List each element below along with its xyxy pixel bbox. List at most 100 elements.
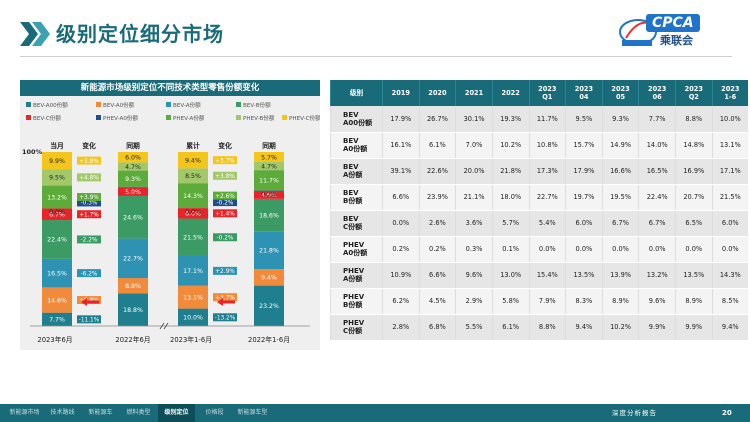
change-badge [213,171,237,180]
period-label: 2023年1-6月 [170,335,212,344]
change-badge [213,209,237,218]
table-cell: 19.5% [601,184,639,211]
table-header-cell: 2023 05 [601,80,639,106]
change-badge [77,315,101,324]
footer-tab[interactable]: 技术路线 [50,409,75,416]
table-cell: 6.1% [418,132,456,159]
legend-label: BEV-A份额 [173,101,201,109]
prior-bar-segment [118,170,148,187]
footer-tab[interactable]: 燃料类型 [126,409,151,416]
footer-tab[interactable]: 级别定位 [158,404,195,422]
prior-bar-value-label: 4.7% [125,164,141,171]
legend-label: BEV-A0份额 [103,101,135,109]
current-bar-segment [178,183,208,209]
table-cell: 6.1% [491,314,529,341]
change-value-label: +1.4% [215,212,235,218]
change-badge [77,173,101,182]
prior-bar-segment [118,278,148,294]
current-bar-segment [178,152,208,169]
legend-swatch [236,102,241,107]
table-cell: 11.7% [528,106,566,133]
footer-tab[interactable]: 价格段 [205,409,224,416]
prior-bar-value-label: 11.7% [259,178,279,185]
current-bar-value-label: 13.1% [183,294,203,301]
current-bar-segment [42,312,72,326]
table-cell: 21.8% [491,158,529,185]
change-badge [77,296,101,305]
legend-swatch [96,115,101,120]
table-cell: 8.5% [711,288,748,315]
change-value-label: +2.6% [215,194,235,200]
table-cell: 4.5% [418,288,456,315]
row-header-cell: PHEV C份额 [330,314,383,341]
legend-label: PHEV-B份额 [243,114,275,122]
table-header-cell: 2022 [491,80,529,106]
table-cell: 13.5% [565,262,603,289]
table-cell: 6.0% [565,210,603,237]
change-value-label: -2.2% [81,238,98,244]
current-bar-segment [42,220,72,259]
legend-label: PHEV-A份额 [173,114,205,122]
share-stacked-bar-chart: BEV-A00份额 BEV-A0份额 BEV-A份额 BEV-B份额 BEV-C份额 PH… [22,101,320,344]
footer-tab[interactable]: 新能源车型 [237,409,268,416]
table-cell: 22.7% [528,184,566,211]
table-cell: 2.9% [455,288,493,315]
change-value-label: +4.8% [79,176,99,182]
table-header-cell: 2023 04 [565,80,603,106]
current-bar-value-label: 0.0% [49,209,65,216]
row-header-cell: BEV C份额 [330,210,383,237]
current-bar-segment [178,168,208,184]
table-cell: 8.8% [675,106,713,133]
change-badge [77,210,101,219]
table-cell: 16.1% [382,132,420,159]
current-bar-value-label: 16.5% [47,270,67,277]
table-cell: 5.7% [491,210,529,237]
table-cell: 18.0% [491,184,529,211]
table-cell: 14.9% [601,132,639,159]
current-bar-segment [42,169,72,186]
legend-swatch [236,115,241,120]
prior-bar-value-label: 18.6% [259,212,279,219]
prior-bar-segment [118,162,148,171]
current-bar-value-label: 10.0% [183,315,203,322]
current-bar-value-label: 6.7% [49,212,65,219]
table-row: BEV A00份额 17.9% 26.7% 30.1% 19.3% 11.7% 9.5% 9.… [330,106,748,133]
table-cell: 23.9% [418,184,456,211]
chart-title: 新能源市场级别定位不同技术类型零售份额变化 [20,80,320,96]
page-number: 20 [722,409,732,417]
prior-bar-value-label: 24.6% [123,215,143,222]
table-cell: 0.0% [711,236,748,263]
report-name: 深度分析报告 [612,409,657,417]
bar-header-label: 同期 [262,141,276,150]
table-cell: 7.0% [455,132,493,159]
bar-header-label: 当月 [50,141,64,150]
table-header-cell: 2023 Q2 [675,80,713,106]
table-cell: 0.0% [528,236,566,263]
prior-bar-segment [254,170,284,191]
table-cell: 30.1% [455,106,493,133]
table-cell: 26.7% [418,106,456,133]
change-value-label: +2.9% [215,269,235,275]
header-divider [20,56,732,57]
share-table: 级别 2019 2020 2021 2022 2023 Q1 2023 04 2023 05 2… [330,80,748,341]
change-badge [213,266,237,275]
legend-label: PHEV-C份额 [289,114,320,122]
legend-label: BEV-A00份额 [33,101,68,109]
current-bar-value-label: 21.5% [183,235,203,242]
footer-tab[interactable]: 新能源市场 [9,409,40,416]
change-header-label: 变化 [82,141,96,150]
current-bar-value-label: 17.1% [183,268,203,275]
legend-label: BEV-B份额 [243,101,271,109]
table-header-cell: 2021 [455,80,493,106]
decline-arrow-icon [217,298,235,306]
prior-bar-value-label: 22.7% [123,256,143,263]
table-cell: 9.3% [601,106,639,133]
table-cell: 21.5% [711,184,748,211]
current-bar-value-label: 6.0% [185,211,201,218]
change-header-label: 变化 [218,141,232,150]
footer-tab[interactable]: 新能源车 [88,409,113,416]
current-bar-value-label: 9.5% [49,175,65,182]
change-badge [77,235,101,244]
table-header-cell: 2019 [382,80,420,106]
current-bar-value-label: 13.2% [47,194,67,201]
